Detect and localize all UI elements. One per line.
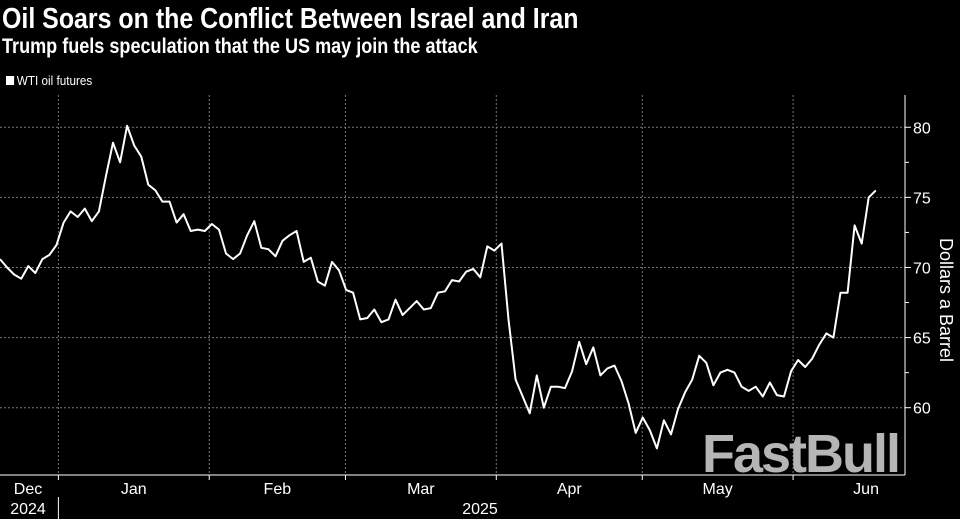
gridlines [0,95,905,475]
x-tick-label: Jun [853,481,879,498]
x-tick-label: Jan [121,481,147,498]
x-tick-label: May [703,481,733,498]
axes: 60 65 70 75 80 Dec Jan Feb Mar Apr May Jun 2024 2025 [0,95,931,519]
legend: WTI oil futures [6,73,92,88]
legend-label: WTI oil futures [16,73,93,88]
x-tick-label: Apr [557,481,583,498]
x-tick-label: Mar [407,481,435,498]
y-tick-label: 75 [913,190,931,207]
year-label: 2024 [10,501,46,518]
chart-title: Oil Soars on the Conflict Between Israel… [2,3,579,35]
y-axis-label: Dollars a Barrel [936,238,956,362]
legend-swatch [6,76,15,85]
y-tick-label: 80 [913,120,931,137]
watermark-logo: FastBull [702,424,899,484]
x-tick-label: Feb [264,481,292,498]
year-label: 2025 [462,501,498,518]
series-line-wti [0,124,877,450]
y-tick-label: 65 [913,331,931,348]
y-tick-label: 60 [913,401,931,418]
y-tick-label: 70 [913,260,931,277]
chart-subtitle: Trump fuels speculation that the US may … [2,35,478,58]
x-tick-label: Dec [14,481,42,498]
